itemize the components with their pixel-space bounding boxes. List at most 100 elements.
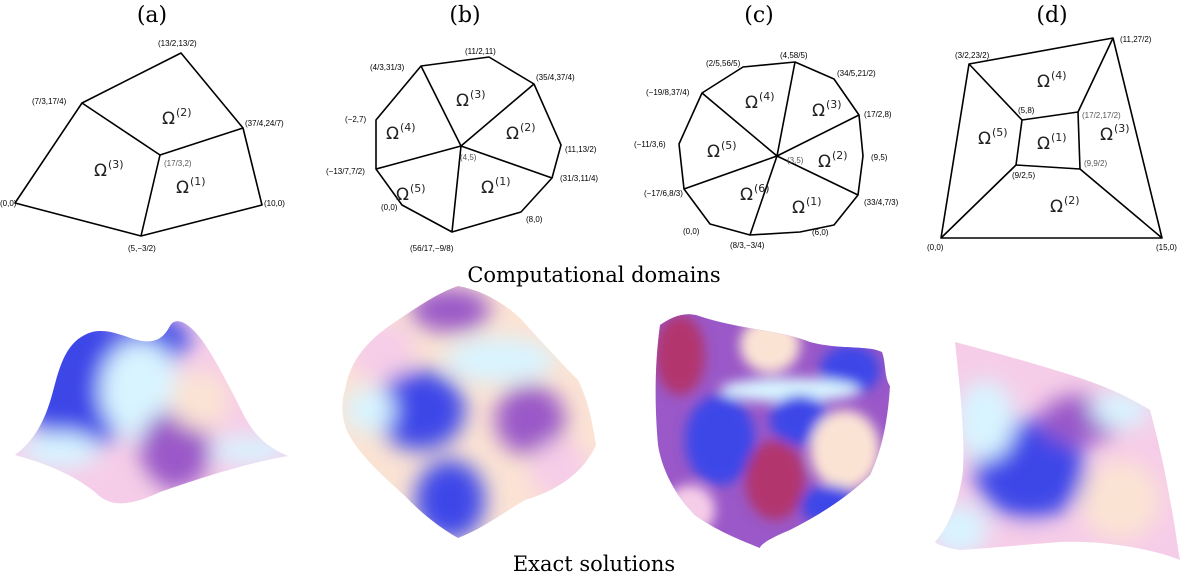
region-label: Ω (4) xyxy=(386,121,416,144)
region-label: Ω (1) xyxy=(792,195,822,218)
color-blob xyxy=(415,460,485,538)
color-blob xyxy=(70,475,150,504)
region-index: (3) xyxy=(108,158,124,171)
region-index: (2) xyxy=(832,149,848,162)
region-label: Ω (1) xyxy=(481,175,511,198)
vertex-label: (35/4,37/4) xyxy=(536,73,575,82)
panel-c-label: (c) xyxy=(744,3,774,28)
mesh-c xyxy=(678,61,864,236)
region-symbol: Ω xyxy=(740,185,753,205)
color-blob xyxy=(720,378,860,402)
color-blob xyxy=(980,528,1060,552)
interior-edge-b xyxy=(375,65,553,233)
region-index: (2) xyxy=(1064,194,1080,207)
region-label: Ω (2) xyxy=(506,121,536,144)
mesh-b xyxy=(375,56,562,233)
surface-c xyxy=(655,314,890,548)
interior-edge-a-2 xyxy=(140,154,161,237)
panel-a: (a) (13/2,13/2) (7/3,17/4) (37/4,24/7) (… xyxy=(0,3,285,253)
color-blob xyxy=(140,410,210,490)
region-label: Ω (3) xyxy=(812,98,842,121)
color-blob xyxy=(20,432,100,468)
vertex-label: (6,0) xyxy=(812,228,829,237)
color-blob xyxy=(935,505,990,555)
vertex-label: (17/2,8) xyxy=(864,110,892,119)
surface-b-shading xyxy=(345,288,590,538)
region-symbol: Ω xyxy=(745,93,758,113)
vertex-label: (4,5) xyxy=(460,153,477,162)
surface-b xyxy=(342,286,596,538)
mesh-d xyxy=(940,37,1163,239)
color-blob xyxy=(345,320,415,380)
color-blob xyxy=(800,485,860,525)
vertex-label: (11/2,11) xyxy=(465,47,496,56)
vertex-label: (8/3,−3/4) xyxy=(730,241,765,250)
color-blob xyxy=(495,385,565,455)
region-symbol: Ω xyxy=(812,101,825,121)
region-index: (3) xyxy=(1114,122,1130,135)
region-index: (1) xyxy=(495,175,511,188)
color-blob xyxy=(745,440,805,520)
region-label: Ω (1) xyxy=(1037,131,1067,154)
color-blob xyxy=(655,315,705,395)
region-index: (1) xyxy=(190,175,206,188)
interior-edge-c xyxy=(683,61,860,236)
interior-edge-d xyxy=(940,37,1163,239)
color-blob xyxy=(170,370,230,430)
vertex-label: (0,0) xyxy=(381,203,398,212)
region-label: Ω (3) xyxy=(94,158,124,181)
region-symbol: Ω xyxy=(978,129,991,149)
region-index: (1) xyxy=(806,195,822,208)
vertex-label: (7/3,17/4) xyxy=(32,97,67,106)
vertex-label: (−11/3,6) xyxy=(634,140,666,149)
region-label: Ω (5) xyxy=(978,126,1008,149)
vertex-label: (2/5,56/5) xyxy=(706,59,741,68)
surface-c-shading xyxy=(655,315,880,535)
region-symbol: Ω xyxy=(481,178,494,198)
color-blob xyxy=(345,388,395,432)
color-blob xyxy=(445,338,555,382)
vertex-label: (56/17,−9/8) xyxy=(410,244,454,253)
region-symbol: Ω xyxy=(792,198,805,218)
vertex-label: (15,0) xyxy=(1156,243,1177,252)
region-label: Ω (2) xyxy=(1050,194,1080,217)
caption-exact-solutions: Exact solutions xyxy=(513,552,675,576)
region-symbol: Ω xyxy=(1037,72,1050,92)
region-label: Ω (6) xyxy=(740,182,770,205)
region-index: (3) xyxy=(826,98,842,111)
region-index: (5) xyxy=(410,182,426,195)
boundary-c xyxy=(678,61,864,236)
vertex-label: (31/3,11/4) xyxy=(560,174,598,183)
vertex-label: (0,0) xyxy=(0,199,17,208)
color-blob xyxy=(740,317,800,373)
region-index: (3) xyxy=(470,88,486,101)
vertex-label: (5,8) xyxy=(1018,106,1035,115)
region-index: (5) xyxy=(721,139,737,152)
region-index: (4) xyxy=(400,121,416,134)
surface-d xyxy=(935,342,1180,560)
region-index: (4) xyxy=(1051,69,1067,82)
region-symbol: Ω xyxy=(94,161,107,181)
region-label: Ω (4) xyxy=(745,90,775,113)
color-blob xyxy=(1090,392,1150,428)
region-symbol: Ω xyxy=(396,185,409,205)
panel-b: (b) (11/2,11) (4/3,31/3) (35/4,37/4) (−2… xyxy=(326,3,598,253)
vertex-label: (−19/8,37/4) xyxy=(646,88,690,97)
panel-a-label: (a) xyxy=(137,3,167,28)
vertex-label: (10,0) xyxy=(264,199,285,208)
vertex-label: (37/4,24/7) xyxy=(245,119,284,128)
vertex-label: (5,−3/2) xyxy=(128,244,156,253)
vertex-label: (4,58/5) xyxy=(780,51,808,60)
panel-c: (c) (2/5,56/5) (4,58/5) (34/5,21/2) (−19… xyxy=(634,3,899,250)
vertex-label: (33/4,7/3) xyxy=(864,198,899,207)
color-blob xyxy=(810,410,880,490)
region-symbol: Ω xyxy=(456,91,469,111)
vertex-label: (17/2,17/2) xyxy=(1082,111,1121,120)
region-symbol: Ω xyxy=(176,178,189,198)
region-symbol: Ω xyxy=(707,142,720,162)
color-blob xyxy=(1080,460,1160,540)
region-symbol: Ω xyxy=(1050,197,1063,217)
vertex-label: (3/2,23/2) xyxy=(955,51,990,60)
region-label: Ω (5) xyxy=(396,182,426,205)
